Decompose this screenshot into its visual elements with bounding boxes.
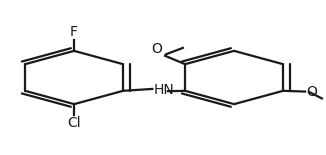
Text: O: O (152, 42, 162, 55)
Text: F: F (70, 25, 78, 39)
Text: HN: HN (154, 83, 175, 97)
Text: Cl: Cl (67, 116, 81, 130)
Text: O: O (306, 85, 317, 99)
